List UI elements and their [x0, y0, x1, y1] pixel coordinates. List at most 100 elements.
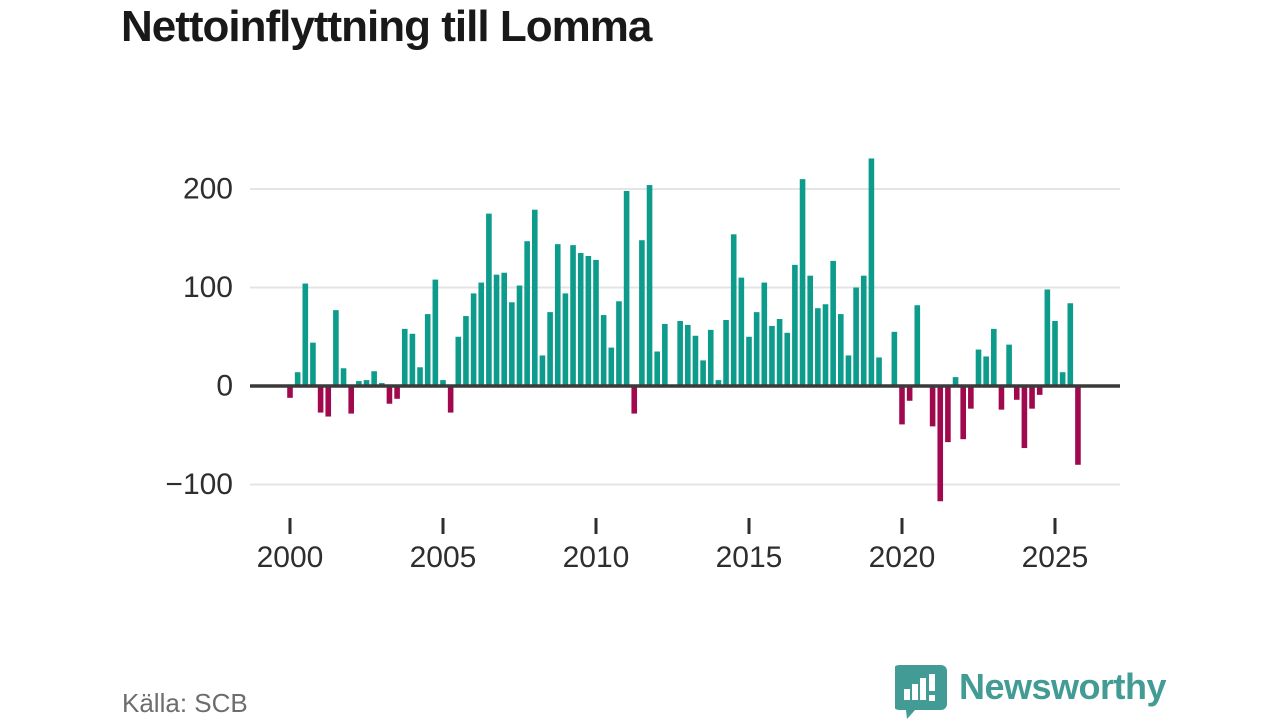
y-axis-label: 0	[216, 370, 233, 403]
bar-2000Q1	[287, 386, 293, 398]
bar-2015Q2	[753, 312, 760, 387]
bar-2014Q1	[715, 380, 722, 386]
bar-2023Q2	[998, 386, 1005, 410]
bar-2016Q2	[784, 332, 791, 386]
bar-2013Q3	[700, 360, 706, 386]
bar-2020Q3	[914, 305, 921, 386]
bar-2017Q4	[830, 260, 836, 386]
bar-2022Q3	[975, 349, 982, 387]
bar-2008Q3	[547, 312, 553, 387]
bar-2008Q2	[539, 355, 546, 386]
bar-2025Q1	[1052, 320, 1058, 386]
bar-chart-speech-bubble-icon	[895, 665, 947, 719]
bar-2002Q3	[363, 380, 370, 386]
bar-2000Q4	[310, 342, 316, 386]
bar-2015Q4	[769, 325, 775, 387]
bar-2021Q4	[952, 377, 959, 386]
bar-2013Q1	[685, 324, 691, 386]
bar-2005Q1	[440, 380, 446, 386]
bar-2011Q1	[623, 190, 630, 386]
bar-2004Q4	[432, 279, 439, 386]
bar-2009Q2	[570, 245, 576, 386]
bar-2006Q4	[493, 274, 500, 386]
bar-2017Q3	[822, 304, 829, 386]
y-axis-label: 200	[183, 173, 233, 206]
bar-2022Q1	[960, 386, 966, 440]
bar-2024Q3	[1036, 386, 1043, 395]
bar-2018Q1	[838, 314, 844, 387]
bar-2021Q3	[945, 386, 951, 443]
newsworthy-logo[interactable]: Newsworthy	[895, 663, 1167, 719]
bar-2005Q4	[463, 316, 469, 386]
bar-2011Q4	[646, 185, 653, 386]
bar-2024Q4	[1044, 289, 1051, 386]
bar-2025Q2	[1059, 372, 1066, 386]
bar-2025Q3	[1067, 303, 1074, 386]
bar-2006Q3	[486, 213, 492, 387]
bar-2010Q2	[600, 315, 607, 386]
x-axis-label: 2015	[716, 541, 783, 574]
bar-2025Q4	[1075, 386, 1081, 465]
bar-2001Q4	[340, 368, 347, 386]
bar-2005Q2	[447, 386, 454, 413]
bar-2020Q1	[899, 386, 905, 425]
bar-2011Q3	[639, 240, 645, 386]
bar-2002Q1	[348, 386, 354, 414]
x-axis-label: 2010	[563, 541, 630, 574]
bar-2017Q1	[807, 275, 813, 386]
bar-2000Q2	[294, 372, 301, 386]
bar-2016Q4	[799, 179, 806, 386]
bar-2023Q4	[1013, 386, 1020, 400]
bar-2007Q2	[509, 302, 515, 386]
source-note: Källa: SCB	[122, 688, 248, 718]
bar-2023Q3	[1006, 344, 1012, 386]
bar-2013Q2	[692, 335, 699, 386]
bar-2016Q3	[792, 264, 798, 387]
newsworthy-logo-text: Newsworthy	[959, 666, 1167, 707]
bar-2001Q1	[317, 386, 324, 413]
bar-2002Q2	[356, 381, 362, 386]
bar-2018Q4	[860, 275, 867, 386]
bar-2006Q1	[470, 293, 477, 386]
bar-2019Q1	[868, 158, 875, 386]
bar-2021Q1	[929, 386, 936, 427]
bar-2009Q3	[577, 253, 584, 386]
bar-2019Q2	[876, 357, 882, 387]
y-axis-label: −100	[165, 468, 233, 501]
bar-2018Q3	[853, 287, 859, 386]
bar-2010Q3	[608, 347, 615, 386]
bar-2009Q1	[562, 293, 569, 386]
bar-2018Q2	[845, 355, 852, 386]
x-axis-label: 2000	[257, 541, 324, 574]
bar-2020Q2	[906, 386, 913, 401]
bar-2013Q4	[707, 329, 714, 386]
bar-2003Q4	[401, 328, 408, 386]
bar-2007Q3	[516, 285, 523, 386]
bar-2007Q1	[501, 272, 507, 386]
x-axis-label: 2020	[869, 541, 936, 574]
bar-2024Q2	[1029, 386, 1035, 409]
bar-2017Q2	[815, 308, 821, 386]
bar-2016Q1	[776, 319, 783, 386]
bar-2019Q4	[891, 331, 898, 386]
bar-2012Q4	[677, 320, 683, 386]
x-axis-label: 2005	[410, 541, 477, 574]
bar-2004Q3	[424, 314, 431, 387]
bar-2010Q1	[593, 259, 599, 386]
bar-2015Q3	[761, 282, 768, 386]
bar-2009Q4	[585, 255, 592, 386]
bar-2004Q1	[409, 333, 416, 386]
bar-2010Q4	[616, 301, 622, 386]
bar-2003Q2	[386, 386, 393, 404]
bar-2001Q2	[325, 386, 332, 417]
bar-2005Q3	[455, 336, 462, 386]
chart-title: Nettoinflyttning till Lomma	[121, 2, 652, 51]
bar-2000Q3	[302, 283, 309, 386]
bar-2011Q2	[631, 386, 638, 414]
bar-2021Q2	[937, 386, 944, 502]
bar-2008Q4	[554, 244, 561, 386]
bar-2012Q2	[662, 323, 668, 386]
bar-2007Q4	[524, 241, 530, 386]
bar-2012Q1	[654, 351, 660, 386]
x-axis-label: 2025	[1022, 541, 1089, 574]
